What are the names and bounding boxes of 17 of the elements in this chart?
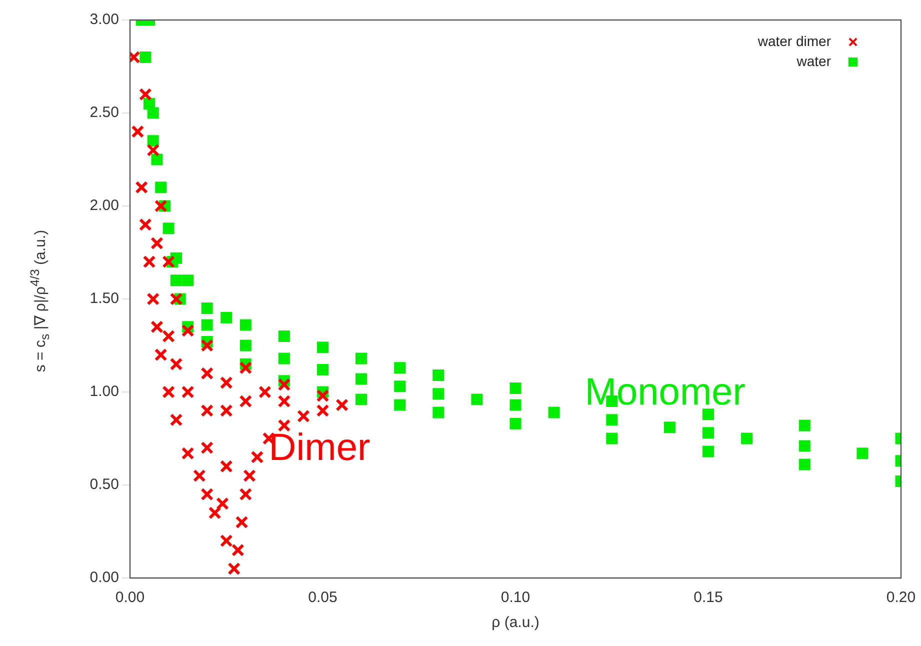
legend-label: water (796, 52, 832, 69)
annotation: Monomer (584, 371, 746, 414)
x-axis-title: ρ (a.u.) (492, 614, 540, 632)
legend-label: water dimer (756, 32, 832, 49)
annotation: Dimer (268, 427, 370, 470)
y-tick-label: 0.50 (90, 476, 119, 494)
x-tick-label: 0.20 (886, 589, 916, 606)
y-tick-label: 1.50 (90, 290, 119, 308)
x-tick-label: 0.15 (694, 589, 723, 606)
x-tick-label: 0.05 (308, 589, 338, 606)
y-tick-label: 2.00 (90, 197, 119, 214)
y-tick-label: 3.00 (90, 11, 119, 28)
y-tick-label: 2.50 (90, 104, 119, 122)
x-tick-label: 0.00 (115, 589, 145, 606)
y-tick-label: 0.00 (90, 569, 119, 586)
x-tick-label: 0.10 (500, 589, 530, 606)
y-tick-label: 1.00 (90, 383, 119, 400)
